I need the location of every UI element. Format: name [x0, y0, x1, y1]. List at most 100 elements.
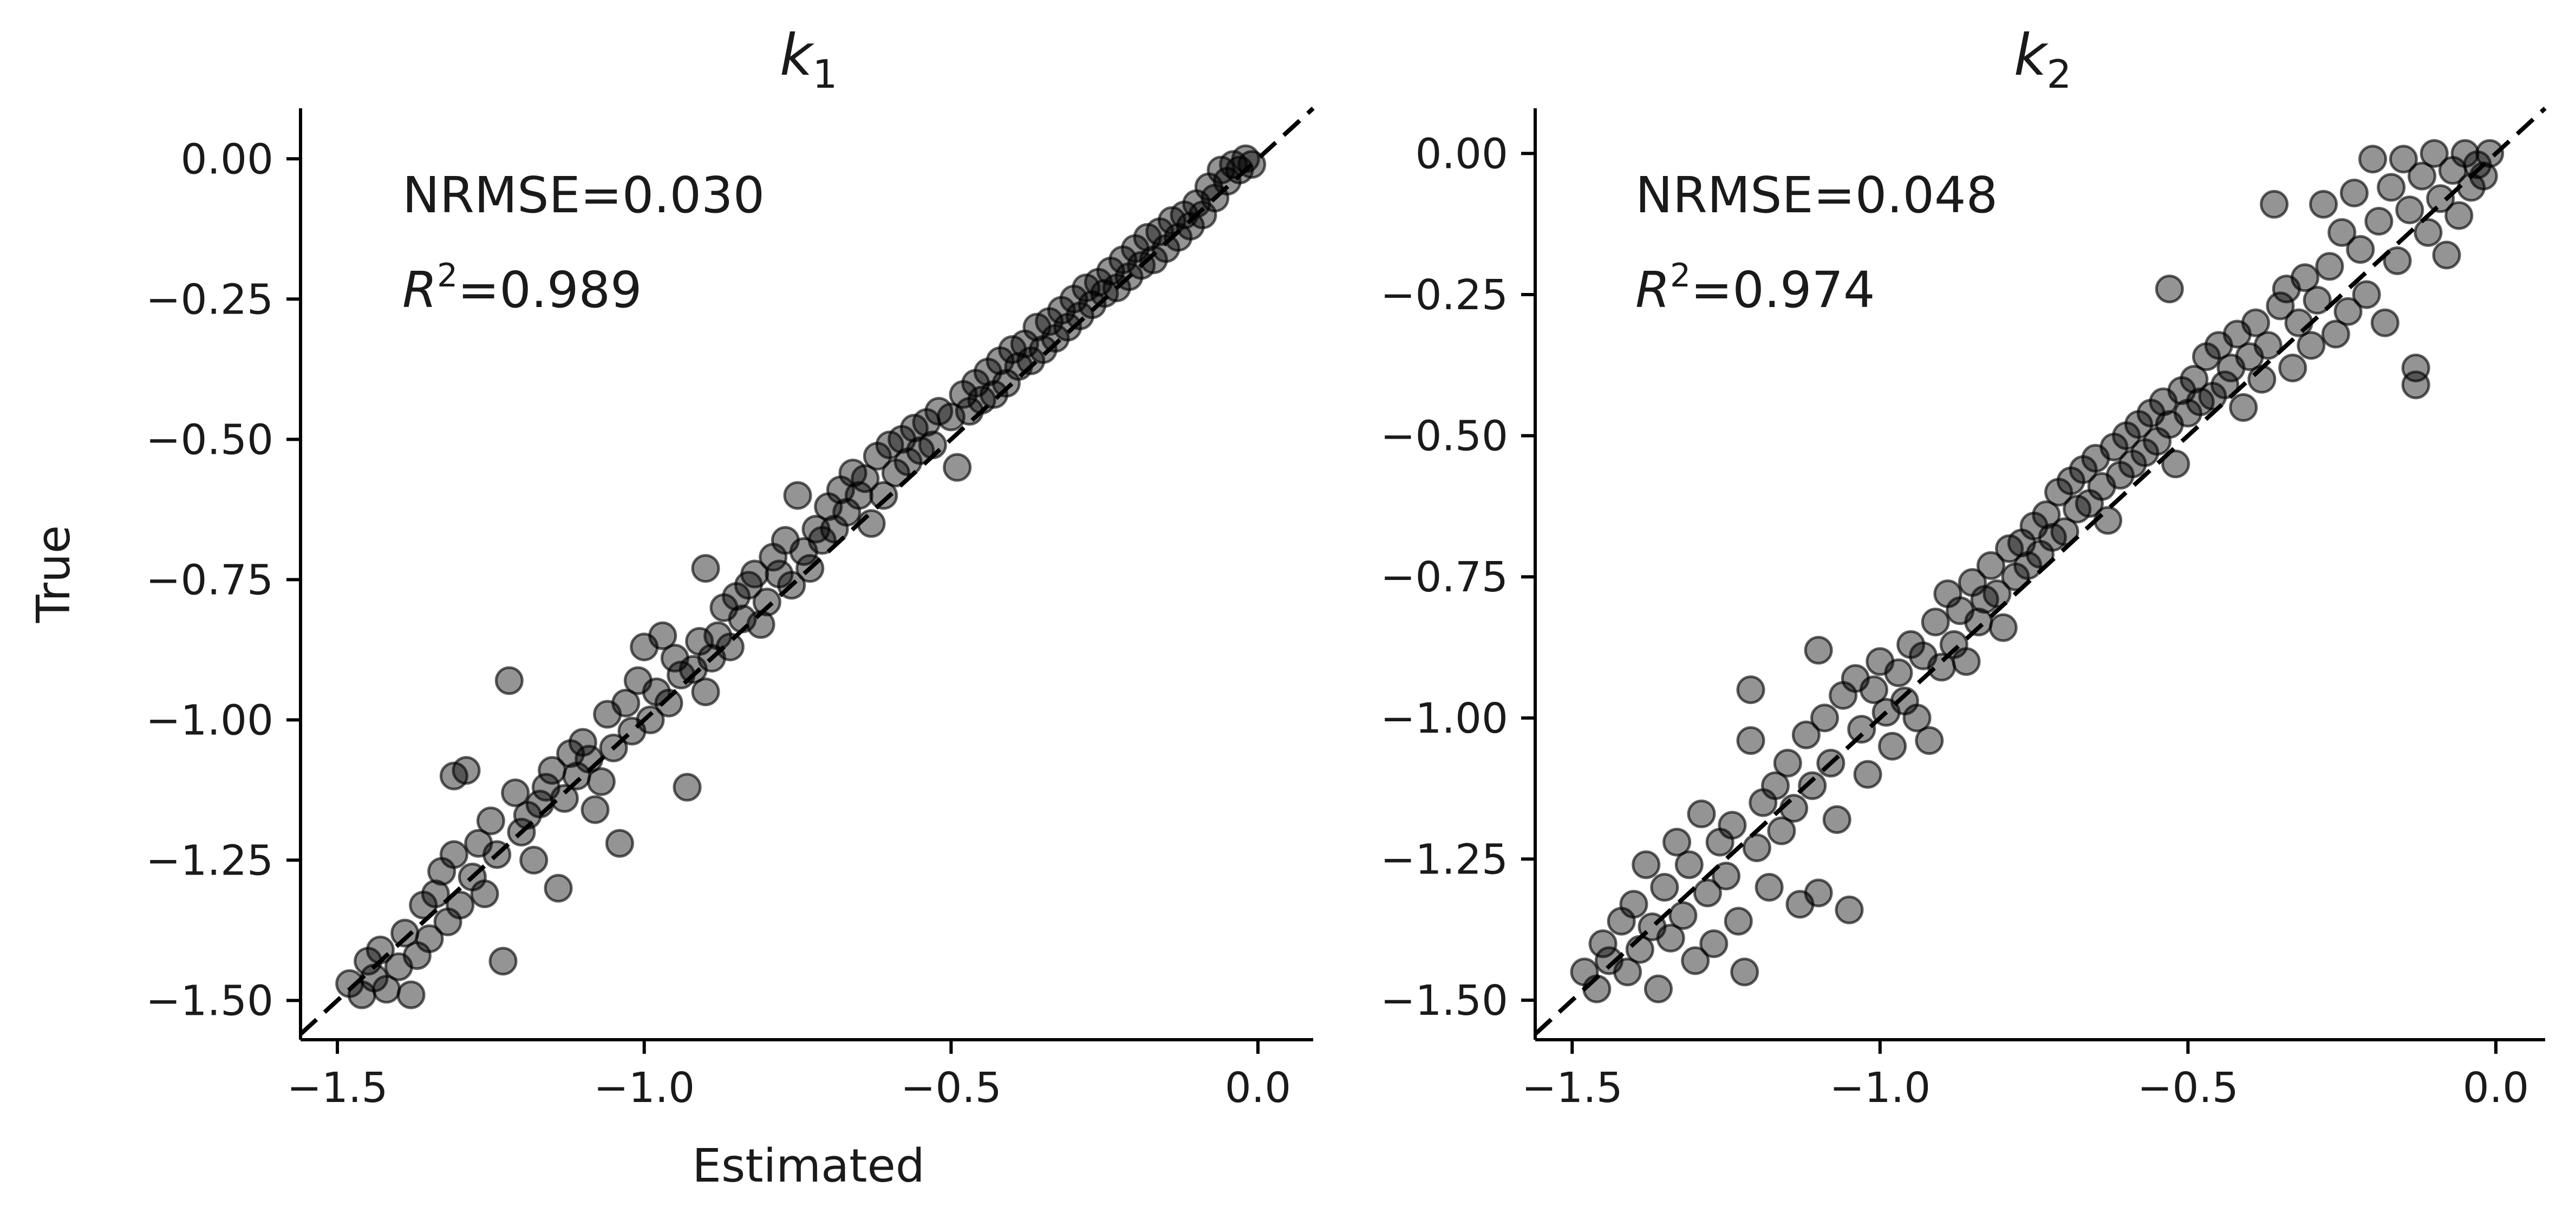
scatter-point-k2 [2358, 145, 2388, 174]
scatter-point-k2 [2260, 190, 2289, 219]
scatter-point-k2 [1915, 726, 1944, 755]
scatter-point-k1 [452, 756, 481, 785]
scatter-point-k2 [1662, 827, 1692, 857]
scatter-point-k2 [1718, 811, 1747, 840]
scatter-point-k2 [1798, 771, 1827, 800]
y-tick-label: 0.00 [181, 135, 273, 184]
scatter-point-k2 [1810, 703, 1839, 733]
scatter-point-k2 [1724, 907, 1753, 936]
x-tick-label: −1.5 [1522, 1064, 1623, 1112]
scatter-point-k1 [501, 778, 530, 807]
scatter-point-k1 [586, 767, 616, 796]
scatter-point-k2 [1613, 957, 1642, 987]
x-ticks-k1: −1.5 −1.0 −0.5 0.0 [287, 1040, 1291, 1112]
scatter-point-k2 [2364, 206, 2394, 236]
scatter-point-k2 [2346, 235, 2375, 264]
panel-title-k1: k1 [780, 22, 838, 97]
scatter-point-k2 [2377, 173, 2406, 202]
scatter-point-k1 [611, 688, 641, 718]
scatter-point-k2 [2401, 370, 2430, 400]
scatter-point-k2 [1847, 715, 1876, 744]
scatter-point-k2 [1668, 901, 1698, 930]
scatter-point-k2 [2253, 331, 2282, 360]
scatter-point-k2 [2333, 297, 2363, 326]
y-tick-label: −1.00 [146, 696, 273, 745]
scatter-point-k2 [2303, 285, 2332, 315]
y-tick-label: −1.50 [1380, 977, 1508, 1025]
x-tick-label: −0.5 [901, 1064, 1002, 1112]
scatter-point-k1 [446, 890, 475, 919]
scatter-point-k2 [2327, 218, 2357, 247]
scatter-point-k2 [2389, 145, 2418, 174]
panel-k2: k2 −1.5 −1.0 −0.5 0.0 0.00 −0.25 −0.50 −0.75 −1… [1380, 22, 2547, 1112]
scatter-point-k2 [2290, 263, 2319, 292]
scatter-point-k2 [2432, 240, 2461, 270]
scatter-point-k1 [636, 705, 665, 734]
x-axis-label: Estimated [692, 1139, 924, 1193]
scatter-point-k1 [943, 453, 972, 482]
scatter-point-k2 [2161, 449, 2190, 479]
scatter-point-k2 [1693, 878, 1722, 908]
y-tick-label: −1.50 [146, 977, 273, 1025]
scatter-point-k1 [544, 873, 573, 903]
scatter-point-k1 [421, 879, 450, 909]
x-tick-label: 0.0 [2463, 1064, 2529, 1112]
scatter-point-k2 [1804, 636, 1833, 665]
y-tick-label: 0.00 [1416, 130, 1508, 178]
scatter-point-k2 [1767, 816, 1796, 845]
scatter-point-k2 [2352, 280, 2381, 309]
scatter-point-k1 [752, 588, 781, 617]
scatter-point-k2 [2210, 370, 2240, 400]
scatter-point-k2 [2050, 517, 2079, 546]
scatter-point-k2 [1791, 720, 1821, 749]
scatter-point-k2 [2395, 195, 2424, 225]
scatter-point-k1 [844, 481, 873, 510]
y-tick-label: −0.50 [146, 416, 273, 464]
x-tick-label: 0.0 [1225, 1064, 1291, 1112]
scatter-point-k2 [2414, 218, 2443, 247]
scatter-point-k2 [2229, 393, 2258, 422]
scatter-point-k2 [2420, 139, 2449, 168]
identity-line-k1 [299, 107, 1315, 1036]
scatter-point-k1 [581, 795, 610, 824]
scatter-point-k2 [2278, 354, 2307, 383]
y-tick-label: −1.25 [1380, 836, 1508, 884]
y-ticks-k2: 0.00 −0.25 −0.50 −0.75 −1.00 −1.25 −1.50 [1380, 130, 1535, 1025]
scatter-point-k2 [1687, 799, 1716, 829]
scatter-point-k2 [2321, 319, 2350, 349]
scatter-point-k1 [605, 829, 634, 858]
scatter-point-k2 [1902, 703, 1932, 733]
y-tick-label: −1.25 [146, 837, 273, 885]
scatter-point-k2 [2297, 331, 2326, 360]
scatter-point-k2 [1656, 923, 1685, 953]
scatter-point-k1 [869, 481, 898, 510]
scatter-point-k1 [673, 773, 702, 802]
scatter-point-k2 [1988, 613, 2018, 642]
identity-line-k2 [1534, 107, 2547, 1036]
scatter-point-k1 [691, 554, 720, 583]
scatter-point-k1 [494, 666, 524, 695]
y-tick-label: −0.50 [1380, 413, 1508, 461]
scatter-point-k2 [2426, 184, 2455, 213]
scatter-point-k2 [1619, 890, 1648, 919]
y-tick-label: −0.75 [1380, 553, 1508, 602]
scatter-point-k2 [1644, 974, 1673, 1003]
scatter-point-k2 [1822, 805, 1851, 834]
scatter-point-k2 [1736, 726, 1765, 755]
y-tick-label: −0.25 [146, 276, 273, 324]
r2-annotation-k1: R2=0.989 [402, 257, 642, 319]
scatter-point-k2 [1674, 850, 1704, 879]
y-ticks-k1: 0.00 −0.25 −0.50 −0.75 −1.00 −1.25 −1.50 [146, 135, 301, 1025]
scatter-point-k2 [1835, 895, 1864, 924]
scatter-point-k2 [2094, 506, 2123, 535]
scatter-point-k1 [550, 784, 579, 813]
scatter-point-k2 [1878, 732, 1907, 761]
scatter-point-k2 [2241, 308, 2271, 337]
y-tick-label: −0.75 [146, 556, 273, 604]
nrmse-annotation-k1: NRMSE=0.030 [402, 166, 765, 224]
x-ticks-k2: −1.5 −1.0 −0.5 0.0 [1522, 1040, 2529, 1112]
scatter-point-k1 [568, 728, 597, 757]
y-tick-label: −1.00 [1380, 695, 1508, 743]
scatter-point-k2 [2383, 246, 2412, 275]
